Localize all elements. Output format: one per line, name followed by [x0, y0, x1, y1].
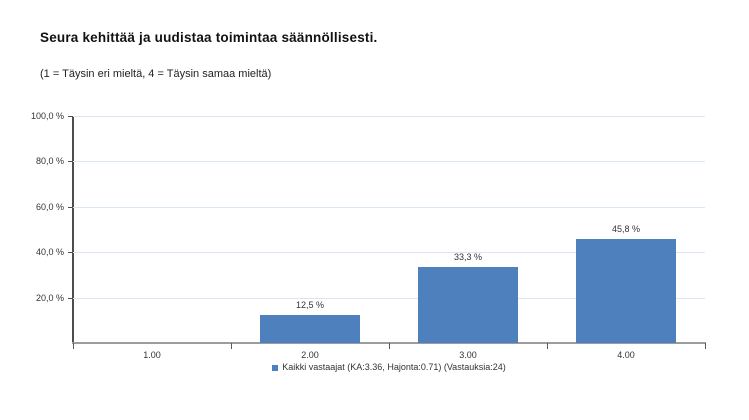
bar-3.00 [418, 267, 518, 343]
y-axis-tick [68, 161, 73, 163]
gridline [73, 206, 705, 208]
y-axis-tick [68, 206, 73, 208]
chart-title: Seura kehittää ja uudistaa toimintaa sää… [40, 30, 378, 45]
y-axis-tick-label: 40,0 % [35, 247, 64, 258]
y-axis-tick [68, 297, 73, 299]
legend-label: Kaikki vastaajat (KA:3.36, Hajonta:0.71)… [282, 362, 506, 372]
chart-subtitle: (1 = Täysin eri mieltä, 4 = Täysin samaa… [40, 68, 272, 80]
plot-area: 12,5 % 33,3 % 45,8 % [68, 116, 706, 349]
x-axis-tick [389, 343, 390, 349]
y-axis-line [72, 116, 74, 343]
y-axis-labels: 20,0 % 40,0 % 60,0 % 80,0 % 100,0 % [0, 111, 68, 343]
y-axis-tick-label: 20,0 % [35, 292, 64, 303]
y-axis-tick [68, 252, 73, 254]
y-axis-tick-label: 80,0 % [35, 156, 64, 167]
legend-marker-icon [272, 364, 279, 371]
y-axis-tick-label: 60,0 % [35, 201, 64, 212]
x-axis-tick [547, 343, 548, 349]
gridline [73, 161, 705, 163]
x-axis-tick [73, 343, 74, 349]
gridline [73, 116, 705, 117]
bar-value-label: 33,3 % [453, 252, 483, 263]
x-axis-tick-label: 3.00 [459, 350, 477, 360]
bar-value-label: 12,5 % [295, 299, 325, 310]
bar-4.00 [576, 239, 676, 343]
bar-2.00 [260, 314, 360, 343]
bar-value-label: 45,8 % [611, 224, 641, 235]
y-axis-tick-label: 100,0 % [30, 111, 64, 121]
gridline [73, 252, 705, 254]
x-axis-labels: 1.00 2.00 3.00 4.00 [73, 350, 705, 362]
x-axis-tick-label: 1.00 [143, 350, 161, 360]
x-axis-tick [705, 343, 706, 349]
gridline [73, 297, 705, 299]
x-axis-tick [231, 343, 232, 349]
x-axis-tick-label: 2.00 [301, 350, 319, 360]
x-axis-tick-label: 4.00 [617, 350, 635, 360]
y-axis-tick [68, 116, 73, 117]
chart-legend: Kaikki vastaajat (KA:3.36, Hajonta:0.71)… [73, 362, 705, 372]
